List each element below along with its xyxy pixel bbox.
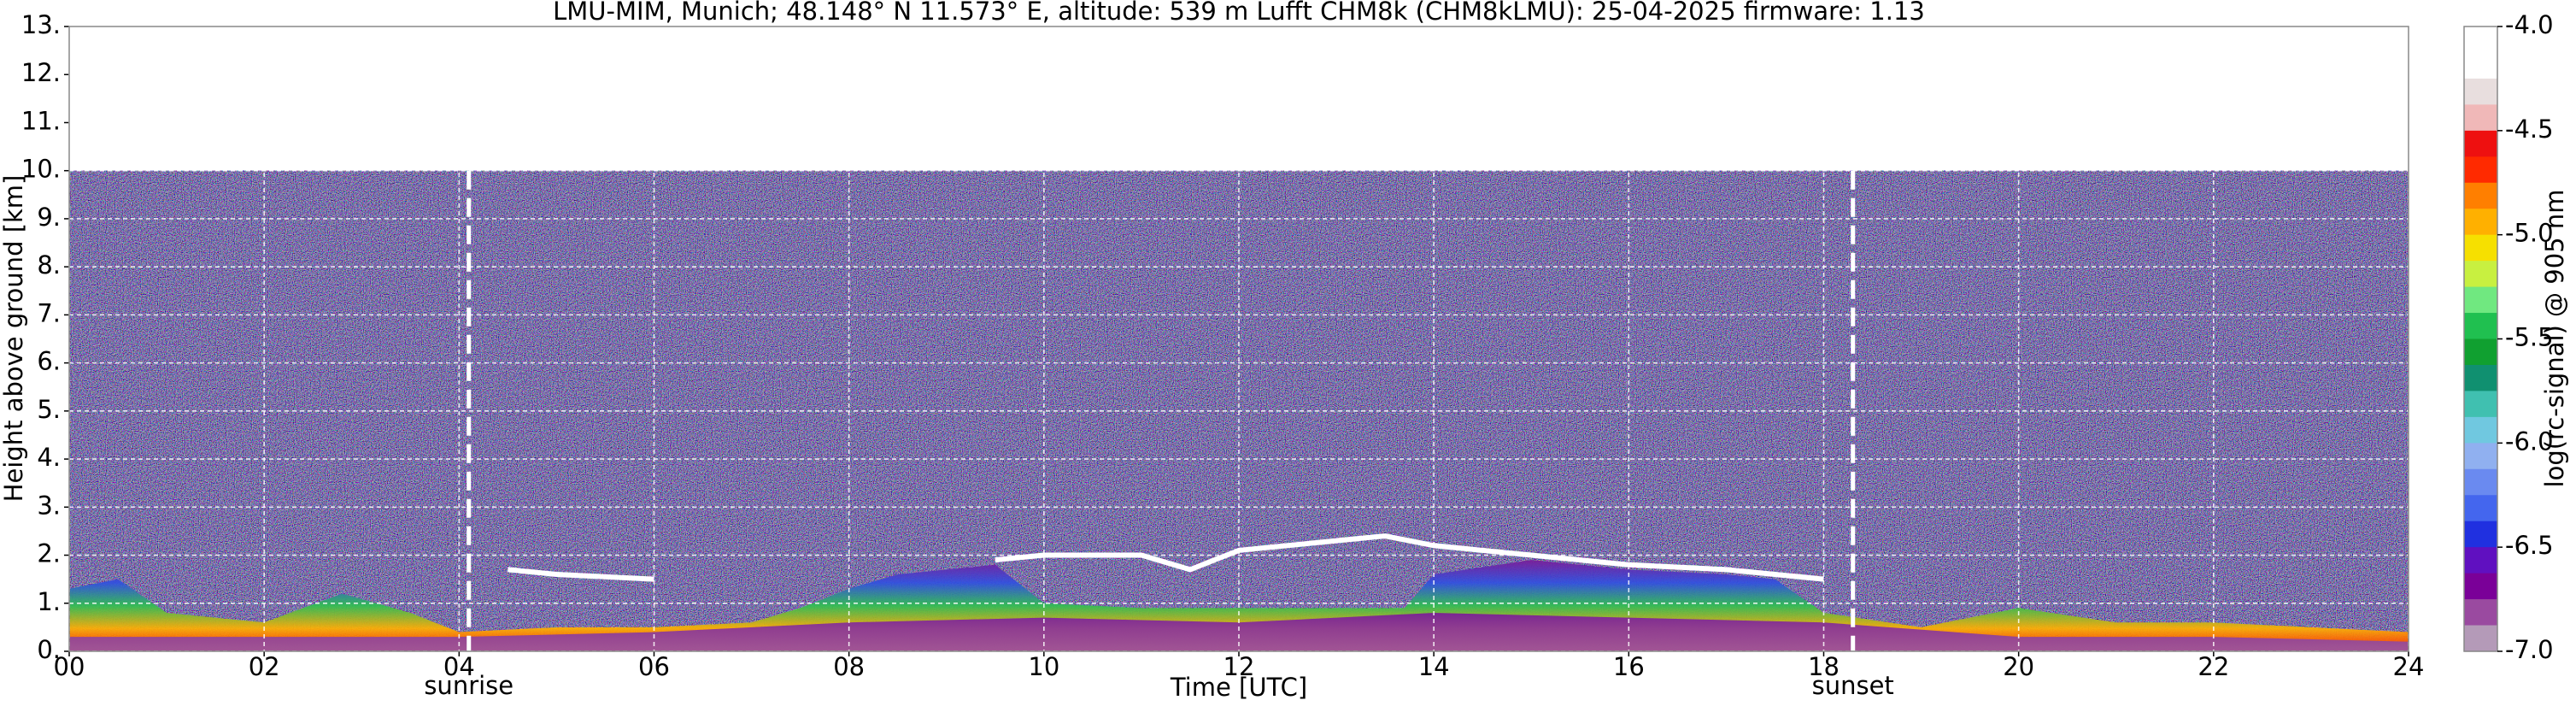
colorbar-band — [2464, 26, 2497, 54]
chart-title: LMU-MIM, Munich; 48.148° N 11.573° E, al… — [553, 0, 1925, 26]
colorbar-band — [2464, 209, 2497, 236]
y-tick-label: 0. — [37, 635, 61, 664]
colorbar-band — [2464, 234, 2497, 262]
y-tick-label: 6. — [37, 347, 61, 376]
y-tick-label: 4. — [37, 443, 61, 472]
x-tick-label: 24 — [2393, 652, 2425, 681]
y-tick-label: 11. — [21, 106, 61, 135]
colorbar-band — [2464, 547, 2497, 574]
colorbar-band — [2464, 313, 2497, 340]
x-tick-label: 22 — [2198, 652, 2229, 681]
y-tick-label: 8. — [37, 250, 61, 279]
colorbar-band — [2464, 286, 2497, 314]
y-tick-label: 5. — [37, 395, 61, 424]
plot-area: 0. 1. 2. 3. 4. 5. 6. 7. 8. 9. 10. 11. 12. 13. 00 02 04 06… — [21, 10, 2425, 700]
colorbar-band — [2464, 338, 2497, 366]
y-axis-label: Height above ground [km] — [0, 175, 28, 503]
x-axis-label: Time [UTC] — [1170, 673, 1307, 702]
colorbar: -4.0 -4.5 -5.0 -5.5 -6.0 -6.5 -7.0 — [2463, 10, 2554, 664]
colorbar-tick-label: -5.5 — [2505, 323, 2554, 352]
colorbar-band — [2464, 130, 2497, 157]
colorbar-tick-label: -4.5 — [2505, 115, 2554, 144]
x-tick-label: 00 — [54, 652, 85, 681]
x-tick-label: 06 — [638, 652, 670, 681]
x-tick-label: 10 — [1028, 652, 1059, 681]
y-tick-label: 7. — [37, 298, 61, 327]
x-tick-label: 14 — [1418, 652, 1450, 681]
colorbar-band — [2464, 521, 2497, 548]
x-tick-label: 02 — [249, 652, 280, 681]
colorbar-band — [2464, 364, 2497, 392]
x-tick-label: 16 — [1613, 652, 1645, 681]
x-tick-label: 08 — [833, 652, 865, 681]
annotation-label: sunrise — [424, 671, 513, 700]
colorbar-band — [2464, 443, 2497, 470]
y-tick-label: 2. — [37, 539, 61, 568]
x-tick-label: 04 — [443, 652, 475, 681]
x-tick-label: 20 — [2003, 652, 2034, 681]
colorbar-band — [2464, 625, 2497, 652]
annotation-label: sunset — [1812, 671, 1894, 700]
colorbar-band — [2464, 156, 2497, 184]
colorbar-band — [2464, 495, 2497, 522]
colorbar-band — [2464, 416, 2497, 444]
y-tick-label: 13. — [21, 10, 61, 39]
y-tick-label: 12. — [21, 58, 61, 87]
colorbar-tick-label: -4.0 — [2505, 10, 2554, 39]
colorbar-band — [2464, 182, 2497, 209]
colorbar-label: log(rc-signal) @ 905 nm — [2540, 190, 2569, 488]
colorbar-tick-label: -7.0 — [2505, 635, 2554, 664]
colorbar-tick-label: -6.5 — [2505, 531, 2554, 560]
colorbar-band — [2464, 52, 2497, 79]
y-tick-label: 10. — [21, 155, 61, 184]
colorbar-band — [2464, 599, 2497, 627]
x-tick-label: 18 — [1808, 652, 1840, 681]
colorbar-band — [2464, 468, 2497, 496]
colorbar-tick-label: -5.0 — [2505, 219, 2554, 248]
colorbar-tick-label: -6.0 — [2505, 427, 2554, 456]
y-tick-label: 1. — [37, 587, 61, 616]
x-tick-label: 12 — [1223, 652, 1255, 681]
colorbar-band — [2464, 78, 2497, 105]
plot-frame — [68, 26, 2409, 652]
colorbar-band — [2464, 391, 2497, 418]
colorbar-band — [2464, 261, 2497, 288]
colorbar-band — [2464, 573, 2497, 600]
y-tick-label: 9. — [37, 203, 61, 232]
colorbar-band — [2464, 104, 2497, 132]
y-tick-label: 3. — [37, 491, 61, 520]
